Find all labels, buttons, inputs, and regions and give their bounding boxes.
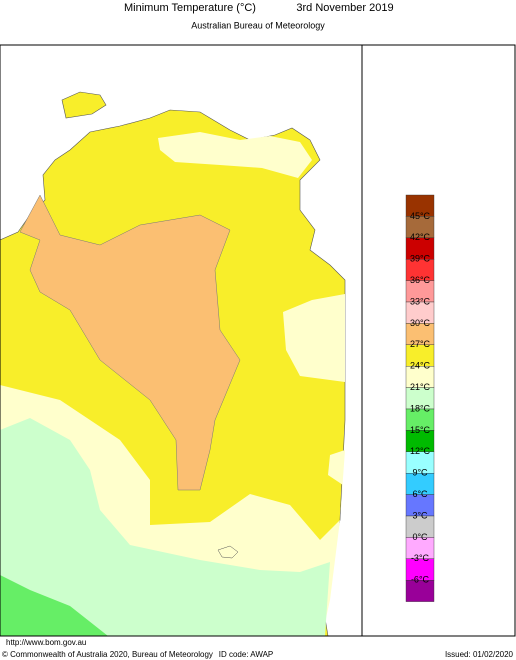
legend-label: 0°C — [412, 532, 428, 542]
legend-label: 39°C — [410, 254, 431, 264]
region-21-24 — [158, 132, 312, 178]
map — [0, 44, 363, 637]
issued: Issued: 01/02/2020 — [445, 650, 514, 659]
legend-swatch — [405, 580, 435, 602]
id-code: ID code: AWAP — [219, 650, 274, 659]
legend-label: 27°C — [410, 339, 431, 349]
region-18-21 — [0, 418, 330, 636]
legend-label: 21°C — [410, 382, 431, 392]
date: 3rd November 2019 — [296, 2, 393, 14]
copyright: © Commonwealth of Australia 2020, Bureau… — [2, 650, 213, 659]
region-27-30 — [19, 194, 241, 491]
legend-label: 3°C — [412, 510, 428, 520]
legend-label: 9°C — [412, 468, 428, 478]
legend-label: 6°C — [412, 489, 428, 499]
legend-label: 33°C — [410, 296, 431, 306]
region-21-24 — [283, 294, 345, 382]
legend-label: 30°C — [410, 318, 431, 328]
legend-label: -6°C — [411, 575, 430, 585]
legend-label: 36°C — [410, 275, 431, 285]
legend-label: 18°C — [410, 403, 431, 413]
legend-label: -3°C — [411, 553, 430, 563]
legend-label: 42°C — [410, 232, 431, 242]
lake — [217, 545, 239, 559]
island — [61, 91, 107, 119]
legend: 45°C 42°C 39°C 36°C 33°C 30°C 27°C 24°C 21°C 18°C… — [405, 194, 435, 602]
legend-frame — [361, 44, 516, 637]
region-15-18 — [0, 575, 108, 636]
legend-label: 15°C — [410, 425, 431, 435]
subtitle: Australian Bureau of Meteorology — [191, 20, 325, 30]
legend-label: 24°C — [410, 361, 431, 371]
url: http://www.bom.gov.au — [6, 638, 86, 647]
title: Minimum Temperature (°C) — [124, 2, 256, 14]
legend-label: 45°C — [410, 211, 431, 221]
legend-label: 12°C — [410, 446, 431, 456]
